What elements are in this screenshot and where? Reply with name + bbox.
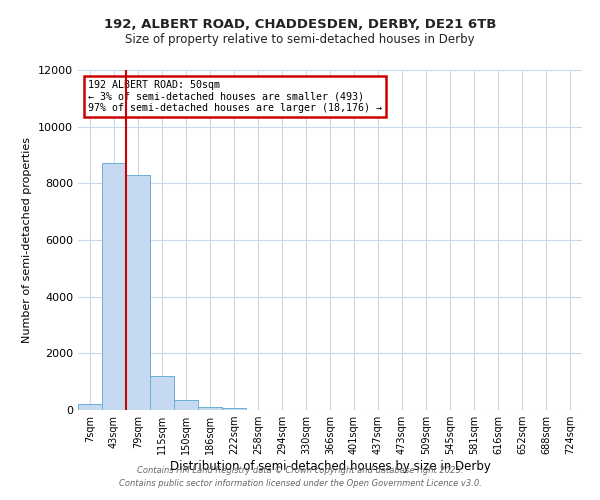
Text: 192 ALBERT ROAD: 50sqm
← 3% of semi-detached houses are smaller (493)
97% of sem: 192 ALBERT ROAD: 50sqm ← 3% of semi-deta… [88, 80, 382, 114]
Bar [102, 164, 126, 410]
Y-axis label: Number of semi-detached properties: Number of semi-detached properties [22, 137, 32, 343]
Bar [222, 408, 246, 410]
Bar [126, 175, 150, 410]
Text: 192, ALBERT ROAD, CHADDESDEN, DERBY, DE21 6TB: 192, ALBERT ROAD, CHADDESDEN, DERBY, DE2… [104, 18, 496, 30]
Bar [78, 404, 102, 410]
Text: Contains HM Land Registry data © Crown copyright and database right 2025.
Contai: Contains HM Land Registry data © Crown c… [119, 466, 481, 487]
X-axis label: Distribution of semi-detached houses by size in Derby: Distribution of semi-detached houses by … [170, 460, 490, 473]
Bar [150, 376, 174, 410]
Bar [174, 400, 198, 410]
Text: Size of property relative to semi-detached houses in Derby: Size of property relative to semi-detach… [125, 32, 475, 46]
Bar [198, 407, 222, 410]
